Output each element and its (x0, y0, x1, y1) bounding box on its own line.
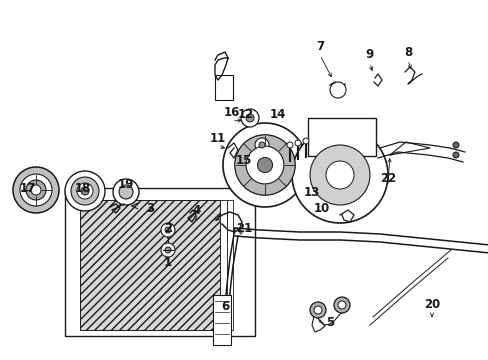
Circle shape (245, 114, 253, 122)
Text: 9: 9 (365, 49, 373, 62)
Circle shape (337, 301, 346, 309)
Text: 19: 19 (118, 179, 134, 192)
Bar (80, 200, 220, 330)
Text: 21: 21 (235, 221, 252, 234)
Circle shape (164, 247, 171, 253)
Circle shape (294, 140, 301, 146)
Text: 10: 10 (313, 202, 329, 215)
Text: 15: 15 (235, 153, 252, 166)
Circle shape (452, 152, 458, 158)
Text: 17: 17 (20, 181, 36, 194)
Circle shape (81, 187, 89, 195)
Circle shape (286, 142, 292, 148)
Circle shape (77, 183, 93, 199)
Circle shape (31, 185, 41, 195)
Circle shape (161, 223, 175, 237)
Text: 22: 22 (379, 171, 395, 184)
Text: 5: 5 (325, 316, 333, 329)
Circle shape (303, 138, 308, 144)
Text: 11: 11 (209, 131, 225, 144)
Text: 3: 3 (145, 202, 154, 215)
Circle shape (309, 302, 325, 318)
Text: 6: 6 (221, 301, 229, 314)
Circle shape (161, 243, 175, 257)
Circle shape (452, 142, 458, 148)
Bar (213, 295, 230, 345)
Text: 12: 12 (237, 108, 254, 122)
Bar (215, 75, 232, 100)
Text: 18: 18 (75, 181, 91, 194)
Circle shape (245, 146, 284, 184)
Text: 14: 14 (269, 108, 285, 122)
Bar (307, 118, 375, 156)
Circle shape (325, 161, 353, 189)
Circle shape (71, 177, 99, 205)
Text: 7: 7 (315, 40, 324, 54)
Bar (226, 200, 232, 330)
Circle shape (309, 145, 369, 205)
Circle shape (313, 306, 321, 314)
Circle shape (223, 123, 306, 207)
Circle shape (241, 109, 259, 127)
Circle shape (259, 142, 264, 148)
Circle shape (333, 297, 349, 313)
Circle shape (329, 82, 346, 98)
Circle shape (254, 138, 268, 152)
Text: 2: 2 (163, 221, 172, 234)
Bar (220, 200, 226, 330)
Circle shape (291, 127, 387, 223)
Text: 8: 8 (403, 45, 411, 58)
Circle shape (113, 179, 139, 205)
Circle shape (13, 167, 59, 213)
Circle shape (26, 180, 46, 200)
Bar (65, 188, 254, 336)
Text: 1: 1 (163, 256, 172, 269)
Circle shape (65, 171, 105, 211)
Text: 20: 20 (423, 298, 439, 311)
Circle shape (234, 135, 295, 195)
Text: 16: 16 (224, 107, 240, 120)
Text: 13: 13 (303, 185, 320, 198)
Circle shape (257, 157, 272, 172)
Circle shape (20, 174, 52, 206)
Circle shape (119, 185, 133, 199)
Circle shape (164, 227, 171, 233)
Text: 4: 4 (192, 203, 201, 216)
